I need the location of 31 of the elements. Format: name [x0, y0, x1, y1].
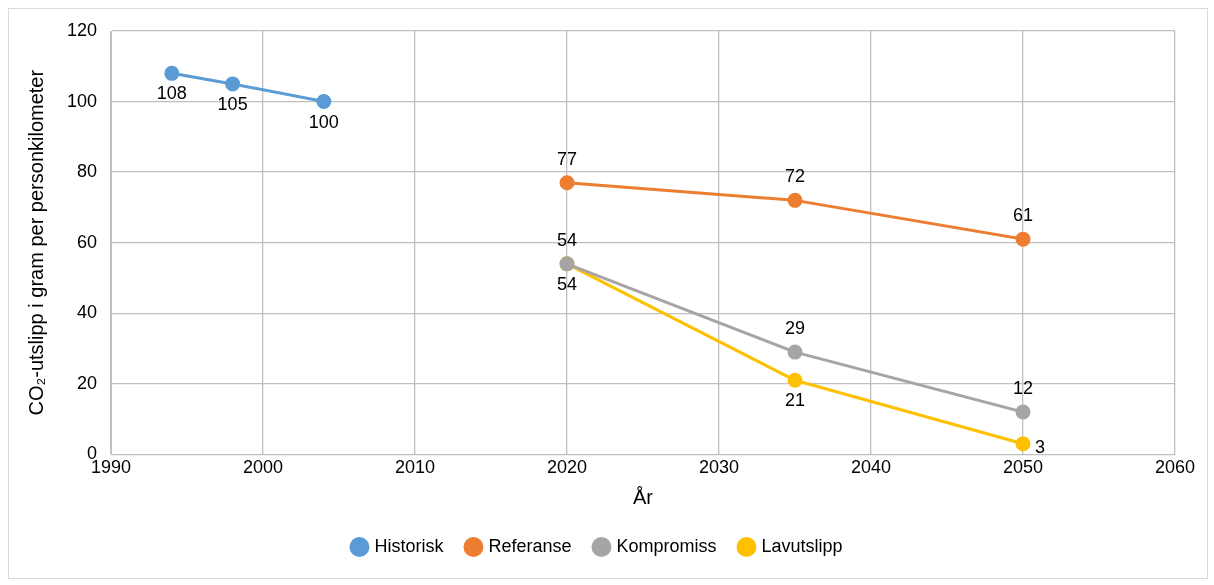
- legend-label: Referanse: [488, 535, 572, 556]
- x-tick-label: 2060: [1154, 457, 1196, 478]
- legend-label: Lavutslipp: [761, 535, 843, 556]
- data-label: 77: [557, 148, 578, 169]
- x-tick-label: 2030: [698, 457, 740, 478]
- y-axis-title: CO₂-utslipp i gram per personkilometer: [24, 69, 47, 416]
- x-tick-label: 2000: [243, 457, 284, 478]
- y-tick-label: 120: [66, 19, 98, 40]
- data-label: 108: [156, 83, 187, 104]
- data-label: 29: [785, 318, 806, 339]
- y-tick-label: 100: [66, 90, 98, 111]
- data-label: 72: [785, 166, 806, 187]
- x-tick-label: 2050: [1002, 457, 1044, 478]
- x-axis-title: År: [633, 485, 654, 508]
- legend-label: Kompromiss: [616, 535, 717, 556]
- data-label: 12: [1012, 378, 1034, 399]
- data-label: 21: [785, 390, 806, 411]
- x-tick-label: 2020: [546, 457, 588, 478]
- data-label: 61: [1012, 205, 1034, 226]
- x-tick-label: 2040: [850, 457, 892, 478]
- data-label: 100: [308, 111, 339, 132]
- data-label: 54: [557, 229, 578, 250]
- y-tick-label: 20: [77, 372, 98, 393]
- x-tick-label: 2010: [395, 457, 436, 478]
- y-tick-label: 80: [77, 161, 98, 182]
- data-label: 3: [1035, 436, 1046, 457]
- data-label: 105: [217, 93, 248, 114]
- data-label: 54: [557, 273, 578, 294]
- legend-label: Historisk: [374, 535, 445, 556]
- y-tick-label: 40: [77, 302, 98, 323]
- y-tick-label: 60: [77, 231, 98, 252]
